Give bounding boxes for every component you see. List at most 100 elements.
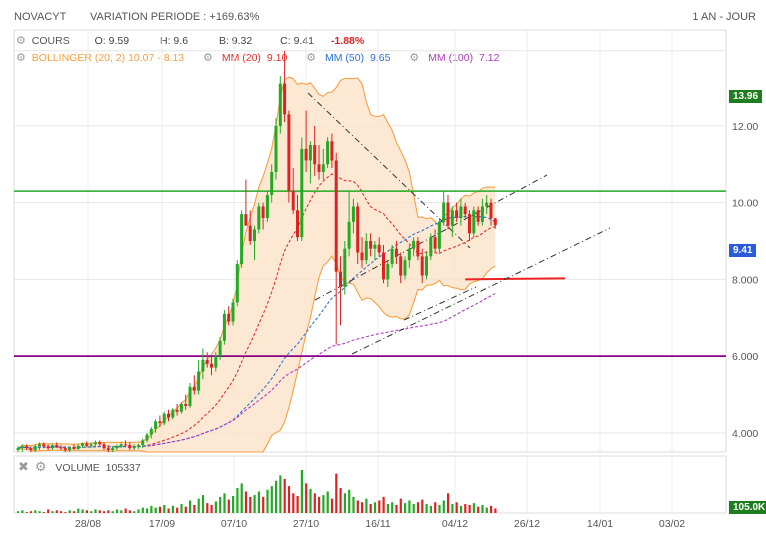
candle-body <box>42 444 46 447</box>
candle-body <box>119 444 123 447</box>
volume-bar <box>68 510 71 513</box>
candle-body <box>63 448 67 451</box>
period-selector[interactable]: 1 AN - JOUR <box>692 11 756 23</box>
volume-bar <box>292 493 295 513</box>
volume-bar <box>266 489 269 513</box>
bollinger-band <box>18 77 496 452</box>
candle-body <box>364 241 368 261</box>
volume-bar <box>434 502 437 513</box>
volume-bar <box>386 504 389 513</box>
volume-bar <box>481 504 484 513</box>
x-tick-label: 14/01 <box>587 518 613 530</box>
candle-body <box>231 302 235 322</box>
x-tick-label: 04/12 <box>442 518 468 530</box>
candle-body <box>158 421 162 424</box>
candle-body <box>248 225 252 241</box>
volume-bar <box>309 488 312 513</box>
candle-body <box>115 446 119 449</box>
candle-body <box>184 404 188 406</box>
volume-bar <box>477 506 480 513</box>
volume-bar <box>361 502 364 513</box>
candle-body <box>455 210 459 218</box>
volume-bar <box>369 504 372 513</box>
candle-body <box>145 434 149 441</box>
volume-bar <box>29 511 33 513</box>
volume-bar <box>150 505 153 513</box>
candle-body <box>72 447 76 449</box>
candle-body <box>433 237 437 249</box>
volume-bar <box>94 509 97 513</box>
candle-body <box>102 444 106 449</box>
volume-bar <box>421 499 424 513</box>
x-tick-label: 16/11 <box>365 518 391 530</box>
volume-bar <box>180 504 183 513</box>
volume-bar <box>236 487 239 513</box>
volume-bar <box>189 500 192 513</box>
volume-bar <box>85 510 88 513</box>
volume-bar <box>21 510 24 513</box>
gear-icon[interactable]: ⚙ <box>409 52 420 64</box>
symbol: NOVACYT <box>14 11 67 23</box>
gear-icon[interactable]: ⚙ <box>34 459 47 474</box>
candle-body <box>420 256 424 276</box>
candle-body <box>55 445 59 448</box>
volume-bar <box>227 499 230 513</box>
high-value: H: 9.6 <box>160 35 189 47</box>
volume-bar <box>279 475 282 513</box>
candle-body <box>278 83 282 126</box>
volume-bar <box>395 504 398 513</box>
volume-bar <box>348 489 351 513</box>
candle-body <box>46 446 50 449</box>
candle-body <box>25 446 29 449</box>
candle-body <box>124 444 127 446</box>
volume-bar <box>408 500 411 513</box>
mm50-value: 9.65 <box>370 52 391 64</box>
volume-bar <box>184 506 187 513</box>
y-tick-label: 10.00 <box>732 198 758 210</box>
candle-body <box>330 141 334 161</box>
volume-bar <box>240 483 243 513</box>
candle-body <box>326 141 330 165</box>
trend-line <box>307 92 471 249</box>
volume-bar <box>318 496 321 513</box>
candle-body <box>485 202 489 207</box>
volume-bar <box>270 486 273 513</box>
last-price-tag: 9.41 <box>729 244 757 257</box>
volume-bar <box>72 511 76 513</box>
x-tick-label: 07/10 <box>221 518 247 530</box>
change-value: -1.88% <box>330 35 365 47</box>
volume-bar <box>262 496 265 513</box>
candle-body <box>175 409 179 412</box>
candle-body <box>244 214 248 226</box>
candle-body <box>68 447 72 451</box>
volume-bar <box>171 505 174 513</box>
candle-body <box>339 271 342 288</box>
candle-body <box>291 191 295 211</box>
candle-body <box>210 363 213 368</box>
candle-body <box>141 440 145 446</box>
gear-icon[interactable]: ⚙ <box>16 35 26 47</box>
volume-bar <box>141 507 144 513</box>
candle-body <box>373 244 377 249</box>
candle-body <box>149 428 153 435</box>
candle-body <box>416 241 420 257</box>
y-tick-label: 8.000 <box>732 274 758 286</box>
gear-icon[interactable]: ⚙ <box>16 52 26 64</box>
candle-body <box>179 404 183 412</box>
volume-bar <box>176 507 179 513</box>
candle-body <box>394 248 398 257</box>
gear-icon[interactable]: ⚙ <box>306 52 317 64</box>
bollinger-upper <box>17 76 496 449</box>
close-icon[interactable]: ✖ <box>18 459 29 474</box>
open-value: O: 9.59 <box>94 35 130 47</box>
candle-body <box>171 409 175 418</box>
volume-bar <box>438 504 441 513</box>
gear-icon[interactable]: ⚙ <box>203 52 213 64</box>
candle-body <box>476 210 480 222</box>
y-tick-label: 6.000 <box>732 351 758 363</box>
trend-line <box>403 286 477 321</box>
candle-body <box>437 221 441 249</box>
volume-bar <box>77 508 80 513</box>
candle-body <box>283 83 287 115</box>
